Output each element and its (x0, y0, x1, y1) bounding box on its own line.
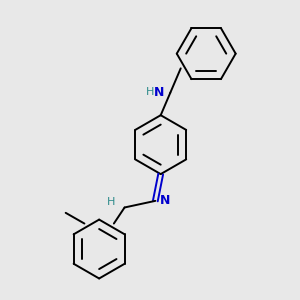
Text: N: N (160, 194, 170, 207)
Text: H: H (146, 87, 154, 97)
Text: N: N (154, 85, 164, 98)
Text: H: H (107, 197, 116, 207)
